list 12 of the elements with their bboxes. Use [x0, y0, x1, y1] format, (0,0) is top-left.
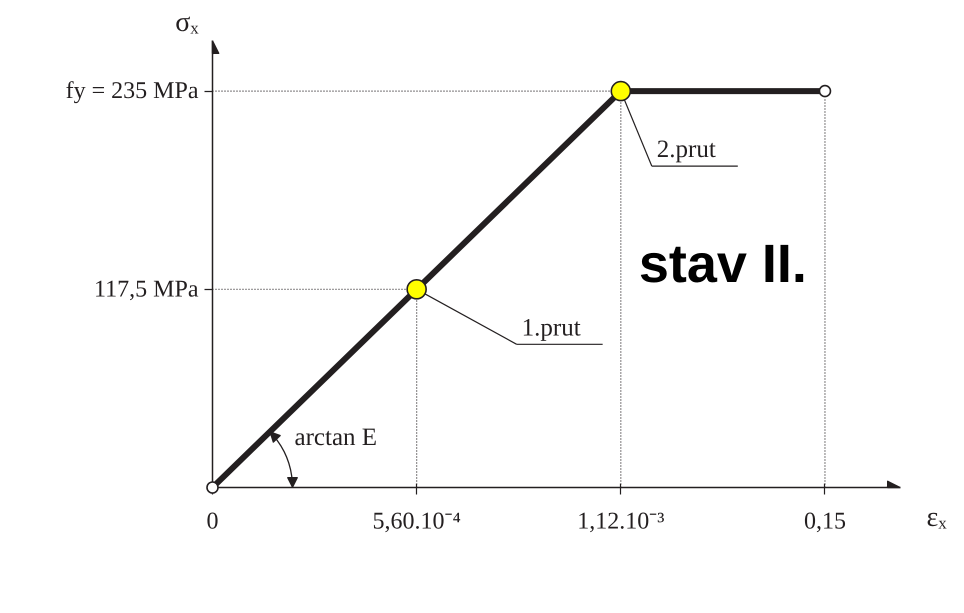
x-tick-label: 5,60.10⁻⁴ [372, 508, 461, 534]
y-axis-title: σₓ [175, 7, 200, 38]
y-tick-label: fy = 235 MPa [66, 78, 199, 104]
annotation: arctan E [294, 424, 378, 451]
annotation: stav II. [638, 234, 807, 294]
annotation: 2.prut [656, 136, 716, 164]
y-tick-label: 117,5 MPa [94, 276, 199, 302]
x-tick-label: 1,12.10⁻³ [577, 508, 664, 534]
annotation: 1.prut [522, 314, 581, 342]
x-axis-title: εₓ [926, 502, 948, 533]
x-tick-label: 0 [206, 508, 218, 534]
x-tick-label: 0,15 [804, 508, 846, 534]
